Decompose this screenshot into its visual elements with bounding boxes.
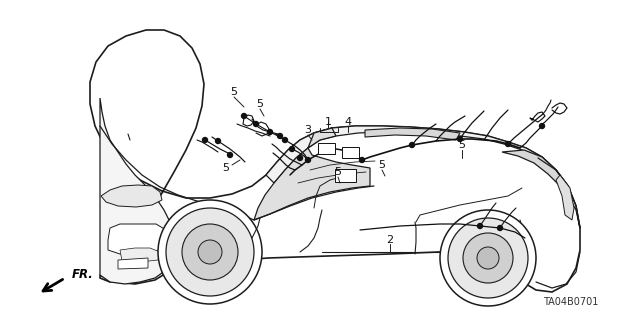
Circle shape <box>458 137 463 142</box>
Circle shape <box>289 146 294 152</box>
Polygon shape <box>108 224 166 254</box>
Polygon shape <box>502 150 568 188</box>
Polygon shape <box>365 128 460 140</box>
FancyBboxPatch shape <box>342 146 358 158</box>
Text: 1: 1 <box>324 117 332 127</box>
Circle shape <box>198 240 222 264</box>
Polygon shape <box>556 175 574 220</box>
Polygon shape <box>118 258 148 269</box>
Text: 5: 5 <box>458 140 465 150</box>
Circle shape <box>268 130 273 135</box>
Circle shape <box>202 137 207 143</box>
Text: 5: 5 <box>257 99 264 109</box>
Text: 5: 5 <box>230 87 237 97</box>
Polygon shape <box>254 128 370 220</box>
Text: 3: 3 <box>305 125 312 135</box>
Circle shape <box>298 155 303 160</box>
Circle shape <box>477 224 483 228</box>
Text: 2: 2 <box>387 235 394 245</box>
Polygon shape <box>120 248 160 262</box>
Circle shape <box>305 158 310 162</box>
Text: TA04B0701: TA04B0701 <box>543 297 598 307</box>
Text: 5: 5 <box>335 167 342 177</box>
Circle shape <box>440 210 536 306</box>
Circle shape <box>216 138 221 144</box>
Polygon shape <box>90 30 580 292</box>
Circle shape <box>360 158 365 162</box>
Polygon shape <box>266 126 580 228</box>
Text: FR.: FR. <box>72 268 93 280</box>
Circle shape <box>182 224 238 280</box>
Circle shape <box>158 200 262 304</box>
FancyBboxPatch shape <box>335 168 355 182</box>
Text: 4: 4 <box>344 117 351 127</box>
Text: 5: 5 <box>223 163 230 173</box>
Circle shape <box>166 208 254 296</box>
Circle shape <box>282 137 287 143</box>
Circle shape <box>463 233 513 283</box>
Circle shape <box>410 143 415 147</box>
Circle shape <box>278 133 282 138</box>
Text: 5: 5 <box>378 160 385 170</box>
Circle shape <box>253 122 259 127</box>
FancyBboxPatch shape <box>317 143 335 153</box>
Circle shape <box>241 114 246 118</box>
Polygon shape <box>100 98 175 284</box>
Circle shape <box>497 226 502 231</box>
Circle shape <box>540 123 545 129</box>
Polygon shape <box>101 185 162 207</box>
Circle shape <box>227 152 232 158</box>
Circle shape <box>506 142 511 146</box>
Circle shape <box>477 247 499 269</box>
Circle shape <box>448 218 528 298</box>
